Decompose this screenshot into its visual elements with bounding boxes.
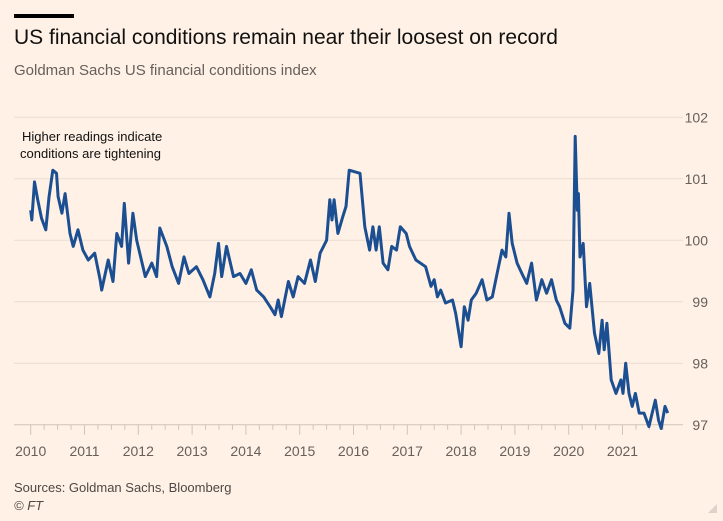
chart-title: US financial conditions remain near thei… (14, 26, 558, 49)
x-tick-label: 2017 (392, 443, 423, 459)
resize-handle-icon[interactable] (708, 504, 717, 513)
x-tick-label: 2019 (499, 443, 530, 459)
x-tick-label: 2016 (338, 443, 369, 459)
x-tick-label: 2020 (553, 443, 584, 459)
x-tick-label: 2010 (15, 443, 46, 459)
x-tick-label: 2021 (607, 443, 638, 459)
ft-accent-bar (14, 14, 74, 18)
x-tick-label: 2018 (446, 443, 477, 459)
series-line (29, 134, 670, 430)
x-tick-label: 2013 (177, 443, 208, 459)
annotation-line-2: conditions are tightening (20, 146, 161, 161)
chart-subtitle: Goldman Sachs US financial conditions in… (14, 62, 317, 79)
annotation-line-1: Higher readings indicate (22, 129, 162, 144)
ft-credit: © FT (14, 498, 44, 513)
x-tick-label: 2011 (69, 443, 99, 459)
x-tick-label: 2012 (123, 443, 154, 459)
y-tick-label: 99 (692, 294, 708, 310)
y-tick-label: 102 (685, 109, 709, 125)
source-note: Sources: Goldman Sachs, Bloomberg (14, 480, 232, 495)
y-tick-label: 101 (685, 171, 709, 187)
x-tick-label: 2014 (230, 443, 261, 459)
y-tick-label: 97 (692, 417, 708, 433)
x-tick-label: 2015 (284, 443, 315, 459)
y-tick-label: 100 (685, 232, 709, 248)
y-tick-label: 98 (692, 355, 708, 371)
